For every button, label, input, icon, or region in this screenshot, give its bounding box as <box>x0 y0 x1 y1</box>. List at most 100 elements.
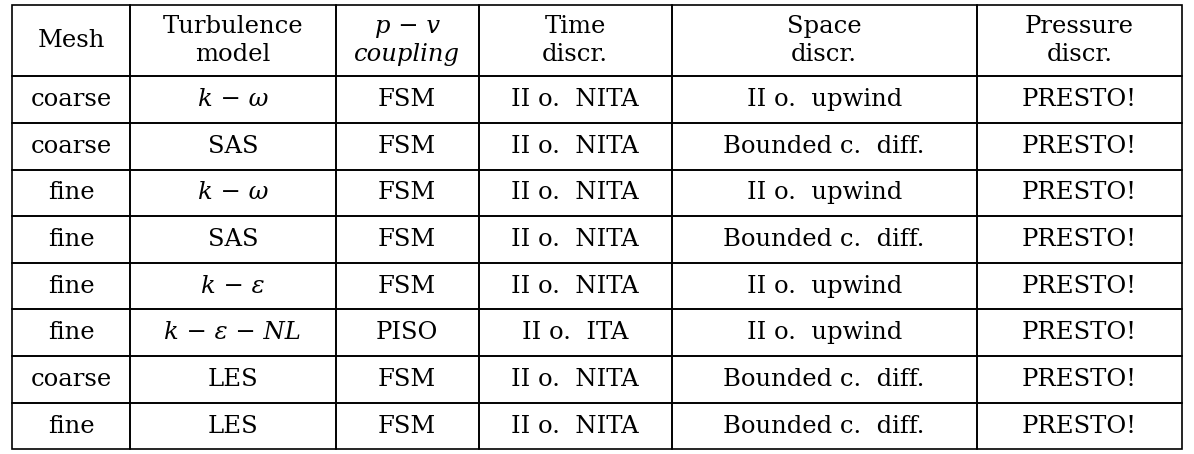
Text: PRESTO!: PRESTO! <box>1022 321 1137 344</box>
Text: coarse: coarse <box>30 88 112 111</box>
Text: PRESTO!: PRESTO! <box>1022 228 1137 251</box>
Text: PISO: PISO <box>376 321 438 344</box>
Bar <box>130 403 336 449</box>
Text: k − ω: k − ω <box>198 181 269 204</box>
Bar <box>479 403 672 449</box>
Bar <box>12 5 130 76</box>
Text: FSM: FSM <box>378 135 436 158</box>
Bar <box>130 5 336 76</box>
Bar <box>130 169 336 216</box>
Text: II o.  upwind: II o. upwind <box>746 88 901 111</box>
Text: FSM: FSM <box>378 228 436 251</box>
Bar <box>12 310 130 356</box>
Text: II o.  upwind: II o. upwind <box>746 181 901 204</box>
Bar <box>336 263 479 310</box>
Bar <box>672 5 977 76</box>
Bar <box>672 76 977 123</box>
Text: Time
discr.: Time discr. <box>542 15 608 66</box>
Text: FSM: FSM <box>378 275 436 298</box>
Bar <box>977 403 1182 449</box>
Bar <box>977 356 1182 403</box>
Text: fine: fine <box>48 415 94 438</box>
Text: II o.  NITA: II o. NITA <box>511 135 639 158</box>
Text: PRESTO!: PRESTO! <box>1022 368 1137 391</box>
Bar <box>130 123 336 169</box>
Bar <box>336 216 479 263</box>
Text: FSM: FSM <box>378 181 436 204</box>
Text: Bounded c.  diff.: Bounded c. diff. <box>724 228 925 251</box>
Text: k − ω: k − ω <box>198 88 269 111</box>
Text: II o.  upwind: II o. upwind <box>746 275 901 298</box>
Bar <box>130 310 336 356</box>
Bar <box>12 216 130 263</box>
Bar <box>336 310 479 356</box>
Bar <box>479 5 672 76</box>
Text: k − ε: k − ε <box>201 275 265 298</box>
Text: LES: LES <box>208 368 258 391</box>
Text: II o.  NITA: II o. NITA <box>511 275 639 298</box>
Bar <box>130 76 336 123</box>
Text: fine: fine <box>48 228 94 251</box>
Bar <box>672 310 977 356</box>
Text: Turbulence
model: Turbulence model <box>162 15 303 66</box>
Text: Bounded c.  diff.: Bounded c. diff. <box>724 368 925 391</box>
Text: fine: fine <box>48 321 94 344</box>
Text: PRESTO!: PRESTO! <box>1022 181 1137 204</box>
Text: PRESTO!: PRESTO! <box>1022 135 1137 158</box>
Bar <box>977 169 1182 216</box>
Bar <box>672 216 977 263</box>
Text: PRESTO!: PRESTO! <box>1022 415 1137 438</box>
Text: SAS: SAS <box>208 228 258 251</box>
Bar <box>977 123 1182 169</box>
Text: coarse: coarse <box>30 368 112 391</box>
Text: II o.  upwind: II o. upwind <box>746 321 901 344</box>
Text: Bounded c.  diff.: Bounded c. diff. <box>724 135 925 158</box>
Bar <box>12 76 130 123</box>
Bar <box>130 216 336 263</box>
Bar <box>977 263 1182 310</box>
Text: Bounded c.  diff.: Bounded c. diff. <box>724 415 925 438</box>
Bar <box>130 263 336 310</box>
Text: FSM: FSM <box>378 88 436 111</box>
Text: SAS: SAS <box>208 135 258 158</box>
Bar <box>336 169 479 216</box>
Text: II o.  NITA: II o. NITA <box>511 88 639 111</box>
Bar <box>12 123 130 169</box>
Bar <box>336 123 479 169</box>
Bar <box>672 169 977 216</box>
Bar <box>479 310 672 356</box>
Text: II o.  ITA: II o. ITA <box>522 321 628 344</box>
Bar <box>12 356 130 403</box>
Bar <box>977 310 1182 356</box>
Text: Space
discr.: Space discr. <box>787 15 862 66</box>
Bar <box>977 76 1182 123</box>
Bar <box>12 169 130 216</box>
Bar <box>336 76 479 123</box>
Text: Mesh: Mesh <box>37 29 105 52</box>
Text: PRESTO!: PRESTO! <box>1022 88 1137 111</box>
Text: II o.  NITA: II o. NITA <box>511 368 639 391</box>
Bar <box>479 263 672 310</box>
Text: II o.  NITA: II o. NITA <box>511 181 639 204</box>
Bar <box>479 169 672 216</box>
Bar <box>672 263 977 310</box>
Bar <box>479 76 672 123</box>
Bar <box>672 356 977 403</box>
Text: coarse: coarse <box>30 135 112 158</box>
Text: Pressure
discr.: Pressure discr. <box>1024 15 1134 66</box>
Bar <box>977 216 1182 263</box>
Bar <box>336 403 479 449</box>
Text: FSM: FSM <box>378 415 436 438</box>
Bar <box>479 123 672 169</box>
Bar <box>12 403 130 449</box>
Bar <box>672 403 977 449</box>
Bar <box>479 356 672 403</box>
Text: k − ε − NL: k − ε − NL <box>165 321 301 344</box>
Bar <box>336 5 479 76</box>
Bar <box>479 216 672 263</box>
Bar <box>977 5 1182 76</box>
Text: II o.  NITA: II o. NITA <box>511 415 639 438</box>
Text: LES: LES <box>208 415 258 438</box>
Bar <box>336 356 479 403</box>
Text: II o.  NITA: II o. NITA <box>511 228 639 251</box>
